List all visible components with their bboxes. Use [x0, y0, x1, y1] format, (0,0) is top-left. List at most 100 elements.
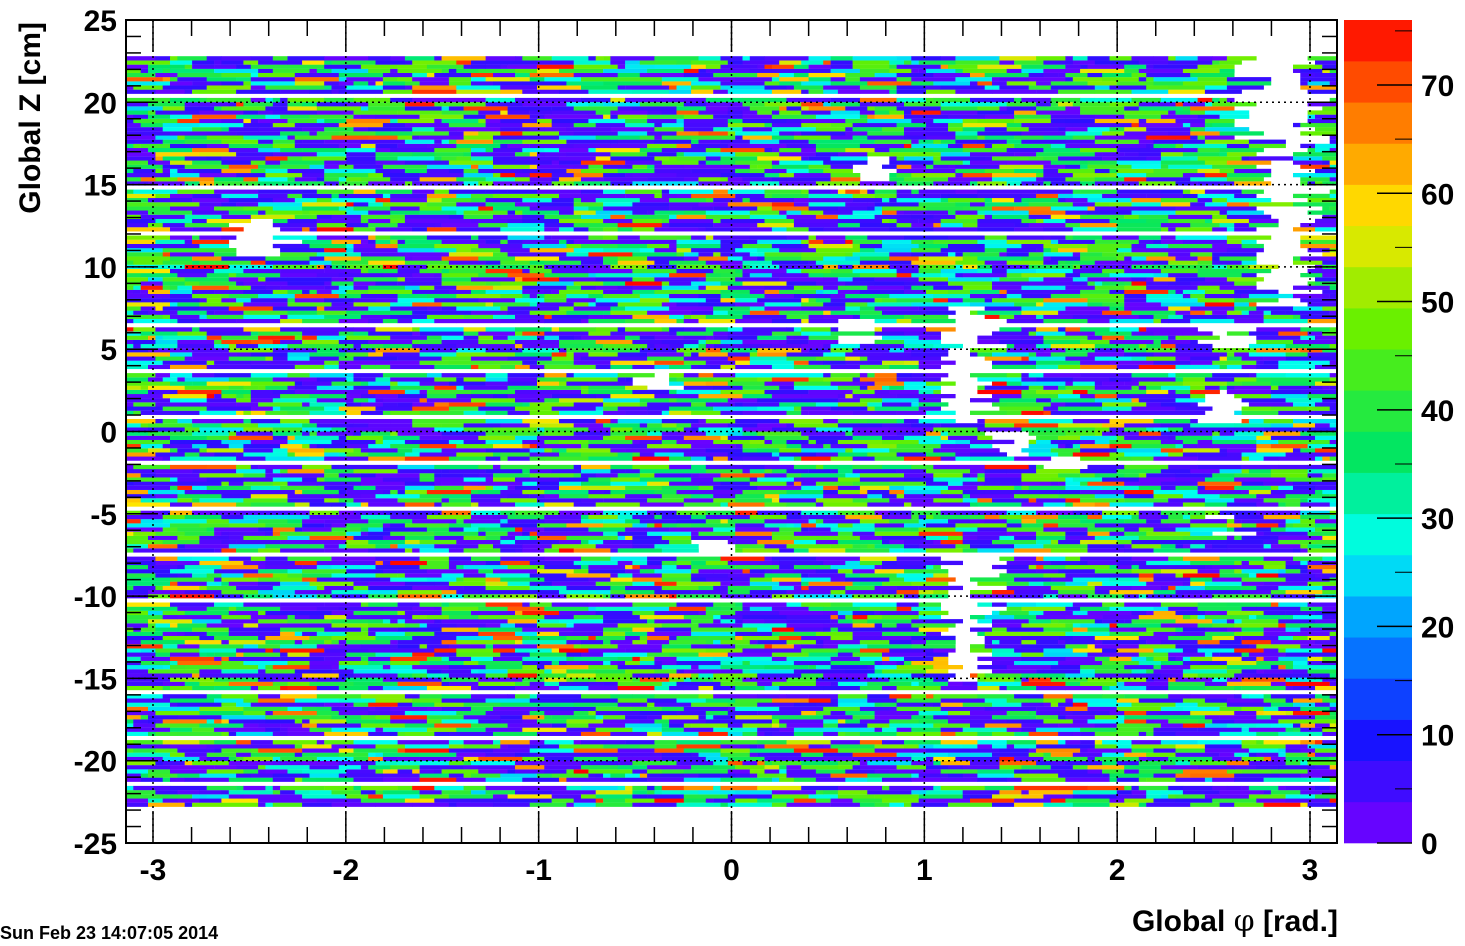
heatmap-cell — [1021, 356, 1029, 361]
heatmap-cell — [1182, 652, 1206, 657]
heatmap-cell — [1190, 694, 1235, 699]
heatmap-cell — [537, 531, 567, 536]
heatmap-cell — [434, 377, 457, 382]
heatmap-cell — [258, 635, 266, 641]
heatmap-cell — [1109, 531, 1125, 536]
heatmap-cell — [1315, 723, 1330, 728]
heatmap-cell — [852, 619, 868, 624]
heatmap-cell — [1226, 669, 1242, 674]
heatmap-cell — [1080, 669, 1096, 674]
heatmap-cell — [434, 652, 450, 657]
heatmap-cell — [1138, 485, 1162, 490]
heatmap-cell — [1036, 569, 1059, 574]
heatmap-cell — [126, 548, 134, 553]
heatmap-cell — [485, 377, 508, 382]
heatmap-cell — [1248, 694, 1264, 699]
heatmap-cell — [823, 489, 839, 495]
heatmap-cell — [1043, 544, 1088, 549]
heatmap-cell — [140, 435, 171, 440]
heatmap-cell — [199, 456, 237, 461]
heatmap-cell — [419, 398, 428, 403]
heatmap-cell — [390, 427, 435, 432]
heatmap-cell — [1146, 531, 1191, 536]
heatmap-cell — [1315, 519, 1338, 524]
heatmap-cell — [661, 723, 670, 728]
heatmap-cell — [669, 673, 692, 678]
heatmap-cell — [1168, 523, 1191, 528]
heatmap-cell — [705, 798, 714, 803]
heatmap-cell — [280, 702, 325, 707]
heatmap-cell — [272, 406, 281, 411]
heatmap-cell — [698, 485, 714, 490]
heatmap-cell — [258, 627, 281, 632]
heatmap-cell — [485, 327, 516, 332]
heatmap-cell — [1226, 502, 1257, 507]
heatmap-cell — [1204, 581, 1242, 586]
heatmap-cell — [544, 606, 589, 611]
heatmap-cell — [1190, 519, 1228, 524]
heatmap-cell — [918, 398, 941, 403]
heatmap-cell — [757, 798, 795, 803]
heatmap-cell — [1072, 765, 1088, 770]
heatmap-cell — [390, 523, 406, 528]
heatmap-cell — [1329, 777, 1338, 782]
heatmap-cell — [1146, 677, 1154, 682]
heatmap-cell — [691, 569, 699, 574]
heatmap-cell — [265, 456, 310, 461]
heatmap-cell — [1270, 790, 1301, 795]
heatmap-cell — [573, 698, 618, 703]
heatmap-cell — [1270, 723, 1294, 728]
heatmap-cell — [456, 343, 501, 349]
heatmap-cell — [639, 802, 677, 807]
heatmap-cell — [448, 548, 464, 553]
heatmap-cell — [1036, 760, 1052, 766]
heatmap-cell — [771, 719, 780, 724]
heatmap-cell — [867, 494, 883, 499]
heatmap-cell — [1146, 389, 1169, 395]
heatmap-cell — [287, 731, 325, 736]
heatmap-cell — [126, 715, 141, 720]
heatmap-cell — [1175, 773, 1191, 778]
heatmap-cell — [250, 494, 288, 499]
heatmap-cell — [559, 648, 589, 653]
heatmap-cell — [1087, 548, 1125, 553]
heatmap-cell — [316, 385, 354, 390]
heatmap-cell — [177, 623, 208, 628]
heatmap-cell — [1212, 435, 1257, 440]
heatmap-cell — [272, 573, 288, 578]
heatmap-cell — [441, 619, 479, 624]
heatmap-cell — [904, 744, 919, 749]
heatmap-cell — [126, 731, 149, 736]
heatmap-cell — [228, 385, 244, 390]
heatmap-cell — [258, 794, 303, 799]
heatmap-cell — [294, 790, 310, 795]
heatmap-cell — [918, 585, 963, 591]
heatmap-cell — [1212, 439, 1257, 445]
heatmap-cell — [948, 435, 978, 440]
heatmap-cell — [170, 769, 207, 774]
heatmap-cell — [382, 343, 413, 349]
heatmap-cell — [764, 556, 773, 561]
heatmap-cell — [493, 731, 538, 736]
heatmap-cell — [882, 514, 890, 520]
heatmap-cell — [375, 377, 391, 382]
heatmap-cell — [786, 590, 831, 595]
heatmap-cell — [1300, 510, 1330, 515]
heatmap-cell — [1138, 527, 1154, 532]
heatmap-cell — [272, 469, 281, 474]
heatmap-cell — [324, 523, 332, 528]
heatmap-cell — [228, 794, 244, 799]
heatmap-cell — [610, 510, 641, 515]
heatmap-cell — [544, 489, 589, 495]
heatmap-cell — [272, 790, 281, 795]
heatmap-cell — [316, 485, 325, 490]
heatmap-cell — [485, 402, 523, 407]
heatmap-cell — [1094, 381, 1103, 386]
heatmap-cell — [882, 685, 897, 691]
heatmap-cell — [793, 481, 802, 486]
heatmap-cell — [1109, 377, 1118, 382]
heatmap-cell — [148, 544, 178, 549]
heatmap-cell — [1160, 327, 1198, 332]
heatmap-cell — [221, 339, 252, 345]
heatmap-cell — [148, 769, 171, 774]
